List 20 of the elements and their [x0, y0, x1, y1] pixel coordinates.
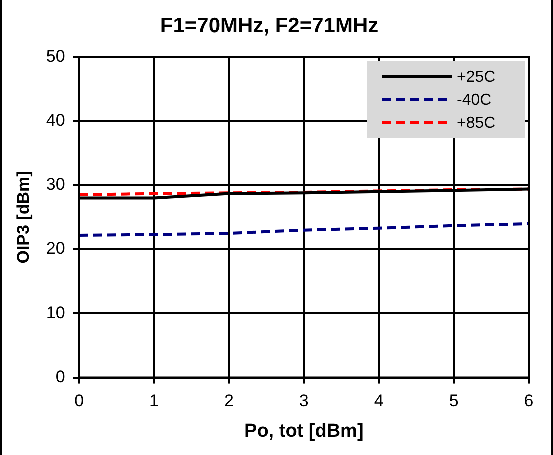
y-tick-label: 10	[46, 303, 66, 322]
x-tick-label: 3	[299, 392, 309, 411]
legend-label: +85C	[457, 115, 496, 132]
x-tick-label: 6	[524, 392, 534, 411]
x-tick-label: 0	[74, 392, 84, 411]
x-tick-label: 5	[449, 392, 459, 411]
y-tick-label: 50	[46, 46, 66, 66]
line-series	[79, 222, 529, 237]
x-tick-label: 4	[374, 392, 384, 411]
y-tick-label: 30	[46, 175, 66, 194]
x-tick-label: 1	[150, 392, 159, 411]
x-tick-label: 2	[224, 392, 234, 411]
y-axis-title: OIP3 [dBm]	[14, 171, 33, 264]
legend-label: +25C	[457, 69, 496, 86]
legend-label: -40C	[457, 92, 492, 110]
y-tick-label: 20	[46, 239, 66, 258]
y-tick-label: 40	[46, 111, 66, 130]
y-tick-label: 0	[56, 367, 66, 386]
x-axis-title: Po, tot [dBm]	[244, 420, 364, 442]
chart-title: F1=70MHz, F2=71MHz	[160, 14, 379, 38]
